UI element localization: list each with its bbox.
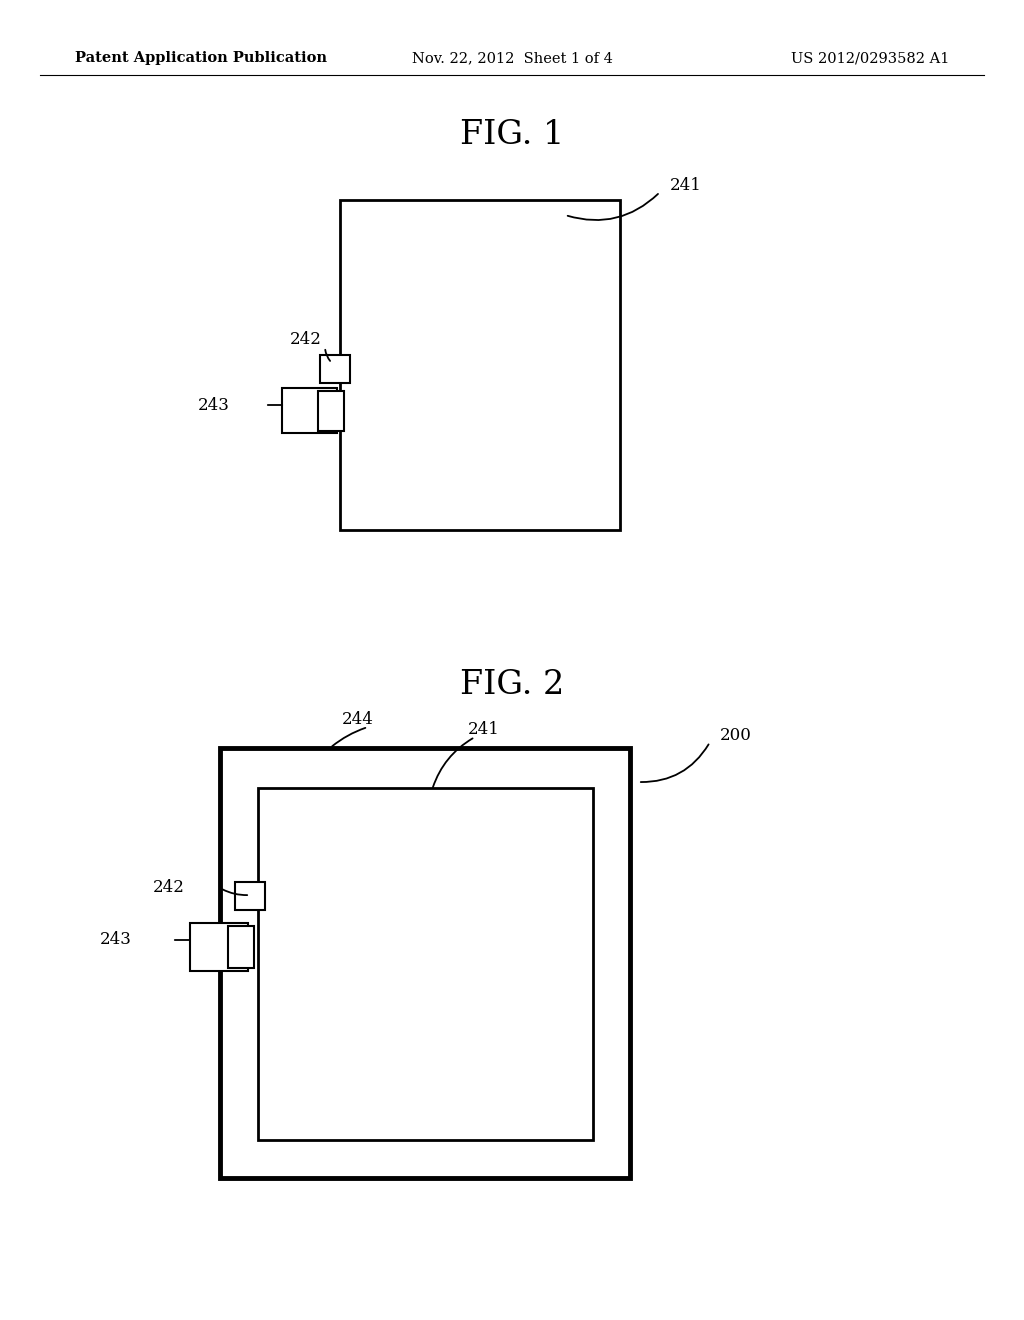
Text: 241: 241 xyxy=(468,722,500,738)
Text: Nov. 22, 2012  Sheet 1 of 4: Nov. 22, 2012 Sheet 1 of 4 xyxy=(412,51,612,65)
Text: 242: 242 xyxy=(290,331,322,348)
Bar xyxy=(190,923,248,972)
Bar xyxy=(319,355,350,383)
Text: 241: 241 xyxy=(670,177,701,194)
Bar xyxy=(228,927,254,968)
Bar xyxy=(258,788,593,1140)
Text: 243: 243 xyxy=(198,396,230,413)
Bar xyxy=(282,388,337,433)
Bar xyxy=(340,201,620,531)
Bar xyxy=(234,882,265,909)
Text: 244: 244 xyxy=(342,711,374,729)
Text: 242: 242 xyxy=(154,879,185,896)
Text: 200: 200 xyxy=(720,726,752,743)
Text: FIG. 2: FIG. 2 xyxy=(460,669,564,701)
Bar xyxy=(318,391,344,432)
Text: 243: 243 xyxy=(100,932,132,949)
Bar xyxy=(220,748,630,1177)
Text: Patent Application Publication: Patent Application Publication xyxy=(75,51,327,65)
Text: FIG. 1: FIG. 1 xyxy=(460,119,564,150)
Text: US 2012/0293582 A1: US 2012/0293582 A1 xyxy=(791,51,949,65)
